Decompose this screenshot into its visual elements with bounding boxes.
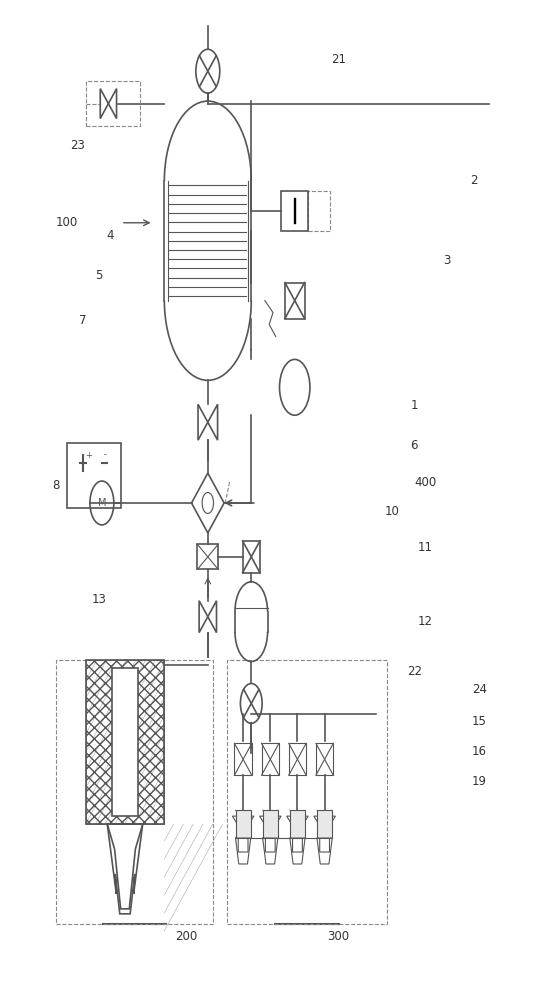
Text: 4: 4	[106, 229, 114, 242]
Bar	[234, 743, 252, 775]
Text: 3: 3	[443, 254, 450, 267]
Bar	[263, 810, 278, 838]
Bar	[56, 660, 213, 924]
Text: 300: 300	[327, 930, 349, 943]
Text: 7: 7	[79, 314, 87, 327]
Bar	[285, 283, 305, 319]
Text: 5: 5	[96, 269, 103, 282]
Text: 11: 11	[418, 541, 432, 554]
Bar	[227, 660, 387, 924]
Bar	[281, 191, 308, 231]
Bar	[316, 743, 333, 775]
Text: 1: 1	[411, 399, 418, 412]
Text: M: M	[98, 498, 106, 508]
Text: 18: 18	[92, 721, 106, 734]
Text: 400: 400	[414, 476, 436, 489]
Text: 21: 21	[331, 53, 346, 66]
Text: 14: 14	[92, 683, 106, 696]
Bar	[242, 541, 260, 573]
Bar	[86, 660, 164, 824]
Bar	[111, 668, 138, 816]
Text: 16: 16	[472, 745, 487, 758]
Bar	[198, 544, 218, 569]
Bar	[67, 443, 121, 508]
Bar	[317, 810, 332, 838]
Text: 22: 22	[407, 665, 422, 678]
Bar	[235, 810, 251, 838]
Bar	[308, 191, 330, 231]
Text: 100: 100	[56, 216, 78, 229]
Text: 23: 23	[70, 139, 85, 152]
Text: 2: 2	[470, 174, 478, 187]
Text: 20: 20	[92, 745, 106, 758]
Bar	[289, 743, 306, 775]
Text: 12: 12	[418, 615, 432, 628]
Bar	[262, 743, 279, 775]
Text: 19: 19	[472, 775, 487, 788]
Text: -: -	[103, 451, 106, 460]
Text: 13: 13	[92, 593, 106, 606]
Text: +: +	[85, 451, 92, 460]
Text: 10: 10	[385, 505, 400, 518]
Text: 8: 8	[52, 479, 60, 492]
Text: 200: 200	[175, 930, 197, 943]
Text: 6: 6	[411, 439, 418, 452]
Bar	[86, 81, 140, 126]
Bar	[86, 660, 164, 824]
Bar	[290, 810, 305, 838]
Text: 15: 15	[472, 715, 487, 728]
Text: 17: 17	[92, 768, 106, 781]
Text: 24: 24	[472, 683, 487, 696]
